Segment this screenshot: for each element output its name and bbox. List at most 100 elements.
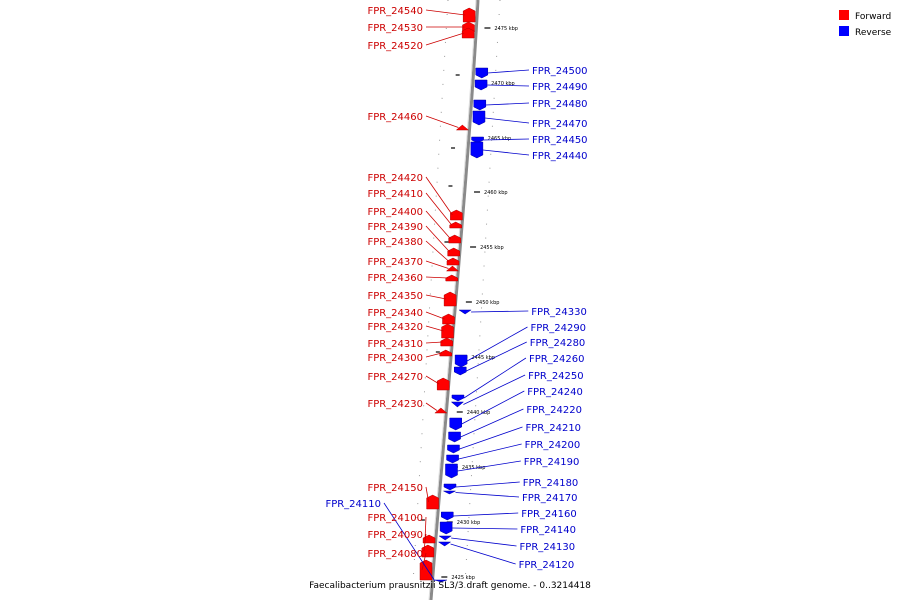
reverse-gene-feature[interactable] [454, 366, 467, 376]
reverse-gene-label[interactable]: FPR_24450 [532, 135, 588, 146]
forward-gene-feature[interactable] [445, 265, 460, 272]
reverse-gene-label[interactable]: FPR_24240 [527, 387, 583, 398]
forward-gene-label[interactable]: FPR_24340 [367, 308, 423, 319]
reverse-gene-label[interactable]: FPR_24220 [526, 405, 582, 416]
reverse-gene-feature[interactable] [472, 110, 486, 126]
reverse-gene-label[interactable]: FPR_24500 [532, 66, 588, 77]
forward-gene-label[interactable]: FPR_24350 [367, 291, 423, 302]
forward-gene-feature[interactable] [450, 209, 463, 221]
forward-gene-feature[interactable] [439, 349, 453, 357]
forward-gene-feature[interactable] [442, 313, 455, 325]
forward-gene-feature[interactable] [434, 407, 448, 414]
forward-gene-label[interactable]: FPR_24150 [367, 483, 423, 494]
forward-gene-label[interactable]: FPR_24230 [367, 399, 423, 410]
reverse-gene-feature[interactable] [450, 401, 465, 408]
ruler-tick-label: 2470 kbp [491, 81, 515, 87]
forward-gene-feature[interactable] [446, 257, 460, 266]
leader-line [487, 84, 530, 87]
reverse-gene-feature[interactable] [445, 463, 458, 479]
forward-gene-label[interactable]: FPR_24300 [367, 353, 423, 364]
forward-gene-label[interactable]: FPR_24370 [367, 257, 423, 268]
reverse-gene-feature[interactable] [443, 490, 456, 495]
leader-line [425, 341, 443, 344]
reverse-gene-label[interactable]: FPR_24480 [532, 99, 588, 110]
forward-gene-label[interactable]: FPR_24390 [367, 222, 423, 233]
forward-gene-feature[interactable] [462, 7, 476, 23]
leader-line [425, 311, 445, 320]
reverse-gene-label[interactable]: FPR_24490 [532, 82, 588, 93]
forward-gene-feature[interactable] [422, 534, 436, 544]
reverse-gene-label[interactable]: FPR_24130 [520, 542, 576, 553]
forward-gene-label[interactable]: FPR_24320 [367, 322, 423, 333]
reverse-gene-label[interactable]: FPR_24200 [525, 440, 581, 451]
forward-gene-label[interactable]: FPR_24410 [367, 189, 423, 200]
forward-gene-label[interactable]: FPR_24520 [367, 41, 423, 52]
reverse-gene-feature[interactable] [441, 511, 454, 521]
leader-line [461, 390, 525, 425]
forward-gene-feature[interactable] [447, 247, 460, 257]
ruler-tick-label: 2465 kbp [488, 136, 512, 142]
ruler-tick-label: 2455 kbp [480, 245, 504, 251]
forward-gene-feature[interactable] [441, 323, 454, 339]
reverse-gene-label[interactable]: FPR_24210 [526, 423, 582, 434]
leader-line [425, 176, 453, 216]
reverse-gene-label[interactable]: FPR_24290 [531, 323, 587, 334]
reverse-gene-feature[interactable] [474, 79, 488, 91]
forward-gene-feature[interactable] [419, 559, 433, 581]
reverse-gene-feature[interactable] [446, 454, 459, 464]
forward-gene-feature[interactable] [440, 337, 453, 347]
forward-gene-feature[interactable] [426, 494, 439, 510]
reverse-gene-label[interactable]: FPR_24140 [520, 525, 576, 536]
forward-gene-label[interactable]: FPR_24420 [367, 173, 423, 184]
reverse-gene-label[interactable]: FPR_24470 [532, 119, 588, 130]
reverse-gene-label[interactable]: FPR_24260 [529, 354, 585, 365]
forward-gene-feature[interactable] [436, 377, 450, 391]
reverse-gene-label[interactable]: FPR_24190 [524, 457, 580, 468]
leader-line [425, 402, 438, 411]
forward-gene-label[interactable]: FPR_24400 [367, 207, 423, 218]
reverse-gene-feature[interactable] [451, 394, 465, 402]
reverse-gene-label[interactable]: FPR_24110 [325, 499, 381, 510]
forward-gene-label[interactable]: FPR_24460 [367, 112, 423, 123]
reverse-gene-feature[interactable] [448, 431, 461, 443]
forward-gene-feature[interactable] [445, 274, 458, 282]
forward-gene-label[interactable]: FPR_24540 [367, 6, 423, 17]
reverse-gene-feature[interactable] [438, 535, 452, 541]
reverse-gene-feature[interactable] [439, 521, 453, 535]
reverse-gene-feature[interactable] [471, 136, 484, 144]
reverse-gene-feature[interactable] [475, 67, 489, 79]
reverse-gene-feature[interactable] [447, 444, 460, 454]
reverse-gene-label[interactable]: FPR_24330 [531, 307, 587, 318]
forward-gene-feature[interactable] [449, 221, 462, 229]
reverse-gene-label[interactable]: FPR_24250 [528, 371, 584, 382]
reverse-gene-label[interactable]: FPR_24160 [521, 509, 577, 520]
reverse-gene-label[interactable]: FPR_24280 [530, 338, 586, 349]
reverse-gene-feature[interactable] [437, 541, 452, 547]
reverse-gene-label[interactable]: FPR_24440 [532, 151, 588, 162]
forward-gene-label[interactable]: FPR_24080 [367, 549, 423, 560]
reverse-gene-feature[interactable] [454, 354, 468, 368]
forward-gene-feature[interactable] [443, 291, 457, 307]
forward-gene-feature[interactable] [461, 27, 475, 39]
reverse-gene-feature[interactable] [443, 483, 457, 491]
forward-gene-label[interactable]: FPR_24530 [367, 23, 423, 34]
leader-line [425, 9, 466, 16]
reverse-gene-feature[interactable] [458, 309, 472, 315]
forward-gene-label[interactable]: FPR_24090 [367, 530, 423, 541]
reverse-gene-feature[interactable] [470, 141, 484, 159]
forward-gene-label[interactable]: FPR_24100 [367, 513, 423, 524]
forward-gene-feature[interactable] [421, 544, 435, 558]
reverse-gene-label[interactable]: FPR_24180 [523, 478, 579, 489]
reverse-gene-label[interactable]: FPR_24170 [522, 493, 578, 504]
forward-gene-label[interactable]: FPR_24360 [367, 273, 423, 284]
forward-gene-label[interactable]: FPR_24270 [367, 372, 423, 383]
reverse-gene-feature[interactable] [449, 417, 462, 431]
forward-gene-label[interactable]: FPR_24380 [367, 237, 423, 248]
forward-gene-feature[interactable] [455, 124, 470, 131]
reverse-gene-feature[interactable] [473, 99, 487, 111]
forward-gene-label[interactable]: FPR_24310 [367, 339, 423, 350]
reverse-gene-feature[interactable] [434, 579, 447, 583]
forward-gene-feature[interactable] [448, 234, 461, 244]
reverse-gene-label[interactable]: FPR_24120 [519, 560, 575, 571]
leader-line [487, 69, 530, 74]
